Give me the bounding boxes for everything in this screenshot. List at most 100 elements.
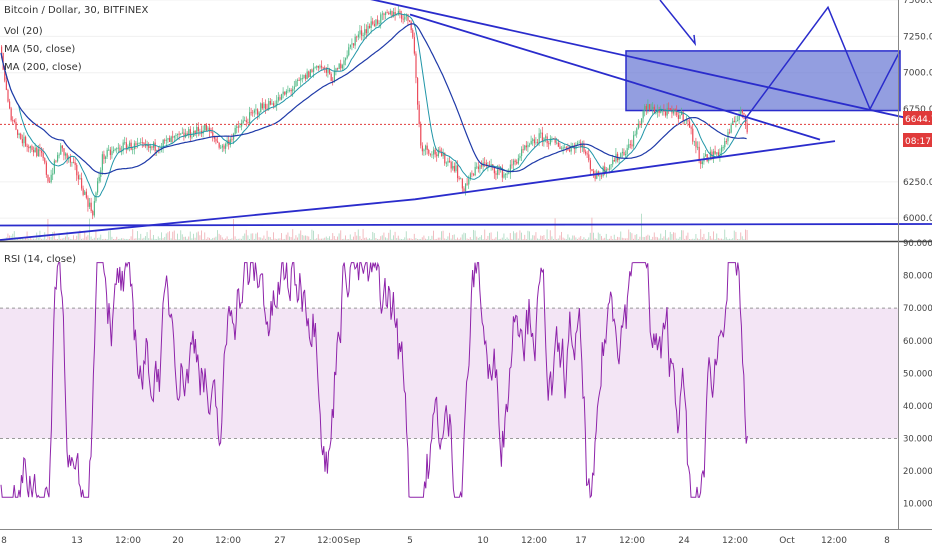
volume-bar	[407, 238, 409, 240]
candle-body	[511, 164, 513, 166]
candle-body	[490, 164, 492, 166]
volume-bar	[468, 238, 470, 240]
candle-body	[81, 178, 83, 189]
volume-bar	[618, 237, 620, 240]
candle-body	[524, 145, 526, 150]
candle-body	[658, 109, 660, 113]
candle-body	[605, 169, 607, 174]
candle-body	[402, 18, 404, 20]
candle-body	[15, 121, 17, 130]
candle-body	[626, 148, 628, 155]
candle-body	[386, 12, 388, 14]
candle-body	[223, 145, 225, 149]
candle-body	[564, 147, 566, 149]
volume-bar	[562, 237, 564, 240]
candle-body	[522, 149, 524, 151]
volume-bar	[41, 238, 42, 240]
volume-bar	[421, 237, 423, 240]
volume-bar	[554, 218, 556, 240]
price-pane[interactable]	[0, 0, 932, 241]
candle-body	[593, 170, 595, 176]
candle-body	[34, 147, 36, 153]
trendline[interactable]	[0, 223, 932, 227]
time-axis-label: 12:00	[115, 536, 141, 546]
candle-body	[465, 183, 467, 192]
trendline[interactable]	[322, 0, 932, 125]
rsi-axis-label: 80.0000	[903, 272, 932, 282]
candle-body	[381, 13, 383, 15]
arrow-drawing[interactable]	[659, 0, 697, 47]
volume-bar	[242, 235, 244, 240]
candle-body	[671, 110, 673, 114]
volume-bar	[284, 238, 286, 240]
volume-bar	[58, 234, 60, 240]
volume-bar	[146, 232, 148, 240]
candle-body	[714, 151, 716, 154]
volume-bar	[95, 230, 97, 240]
volume-bar	[269, 237, 271, 240]
candle-body	[649, 104, 651, 110]
volume-bar	[674, 232, 676, 240]
legend-ma200: MA (200, close)	[4, 62, 82, 73]
volume-bar	[210, 238, 212, 240]
candle-body	[543, 137, 545, 142]
volume-bar	[263, 235, 265, 240]
rsi-pane[interactable]	[0, 261, 898, 499]
candle-body	[388, 12, 390, 15]
candle-body	[695, 141, 697, 148]
volume-bar	[569, 237, 570, 240]
candle-body	[389, 10, 391, 15]
candle-body	[306, 71, 308, 79]
legend-ma50: MA (50, close)	[4, 44, 75, 55]
trendline[interactable]	[0, 140, 836, 241]
volume-bar	[125, 238, 127, 240]
volume-bar	[532, 235, 534, 240]
volume-bar	[509, 233, 511, 240]
candle-body	[44, 158, 46, 163]
volume-bar	[485, 238, 487, 240]
candle-body	[9, 101, 11, 109]
candle-body	[737, 119, 739, 122]
volume-bar	[292, 229, 294, 240]
volume-bar	[463, 232, 465, 240]
volume-bar	[447, 236, 449, 240]
candle-body	[591, 169, 593, 171]
volume-bar	[300, 230, 302, 240]
candle-body	[498, 169, 500, 171]
candle-body	[589, 160, 591, 170]
volume-bar	[607, 238, 609, 240]
volume-bar	[47, 218, 49, 240]
trendline[interactable]	[409, 13, 821, 141]
volume-bar	[593, 232, 594, 240]
candle-body	[183, 132, 185, 138]
volume-bar	[60, 238, 62, 240]
candle-body	[357, 34, 359, 38]
volume-bar	[601, 236, 602, 240]
candle-body	[103, 154, 105, 160]
candle-body	[441, 151, 443, 157]
time-axis-label: 8	[884, 536, 890, 546]
volume-bar	[553, 238, 554, 240]
volume-bar	[337, 236, 338, 240]
candle-body	[97, 181, 99, 193]
volume-bar	[698, 238, 700, 240]
candle-body	[367, 25, 369, 34]
candle-body	[551, 138, 553, 139]
candle-body	[557, 142, 559, 147]
candle-body	[485, 162, 487, 166]
volume-bar	[12, 233, 14, 240]
candle-body	[220, 147, 222, 149]
volume-bar	[165, 233, 167, 240]
candle-body	[556, 142, 558, 144]
candle-body	[265, 103, 267, 110]
candle-body	[162, 139, 164, 148]
projection-path[interactable]	[744, 5, 901, 120]
volume-bar	[333, 236, 335, 240]
volume-bar	[49, 236, 50, 240]
candle-body	[423, 149, 425, 152]
volume-bar	[695, 233, 697, 240]
candle-body	[85, 191, 87, 198]
candle-body	[340, 63, 342, 69]
candle-body	[284, 91, 286, 95]
